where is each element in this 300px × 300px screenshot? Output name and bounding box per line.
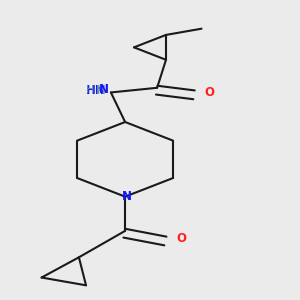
Text: H: H: [96, 84, 106, 98]
Text: O: O: [176, 232, 186, 245]
Text: N: N: [99, 83, 109, 97]
Text: N: N: [122, 190, 132, 203]
Text: O: O: [204, 86, 214, 99]
Text: H: H: [85, 85, 94, 95]
Text: HN: HN: [86, 84, 106, 98]
